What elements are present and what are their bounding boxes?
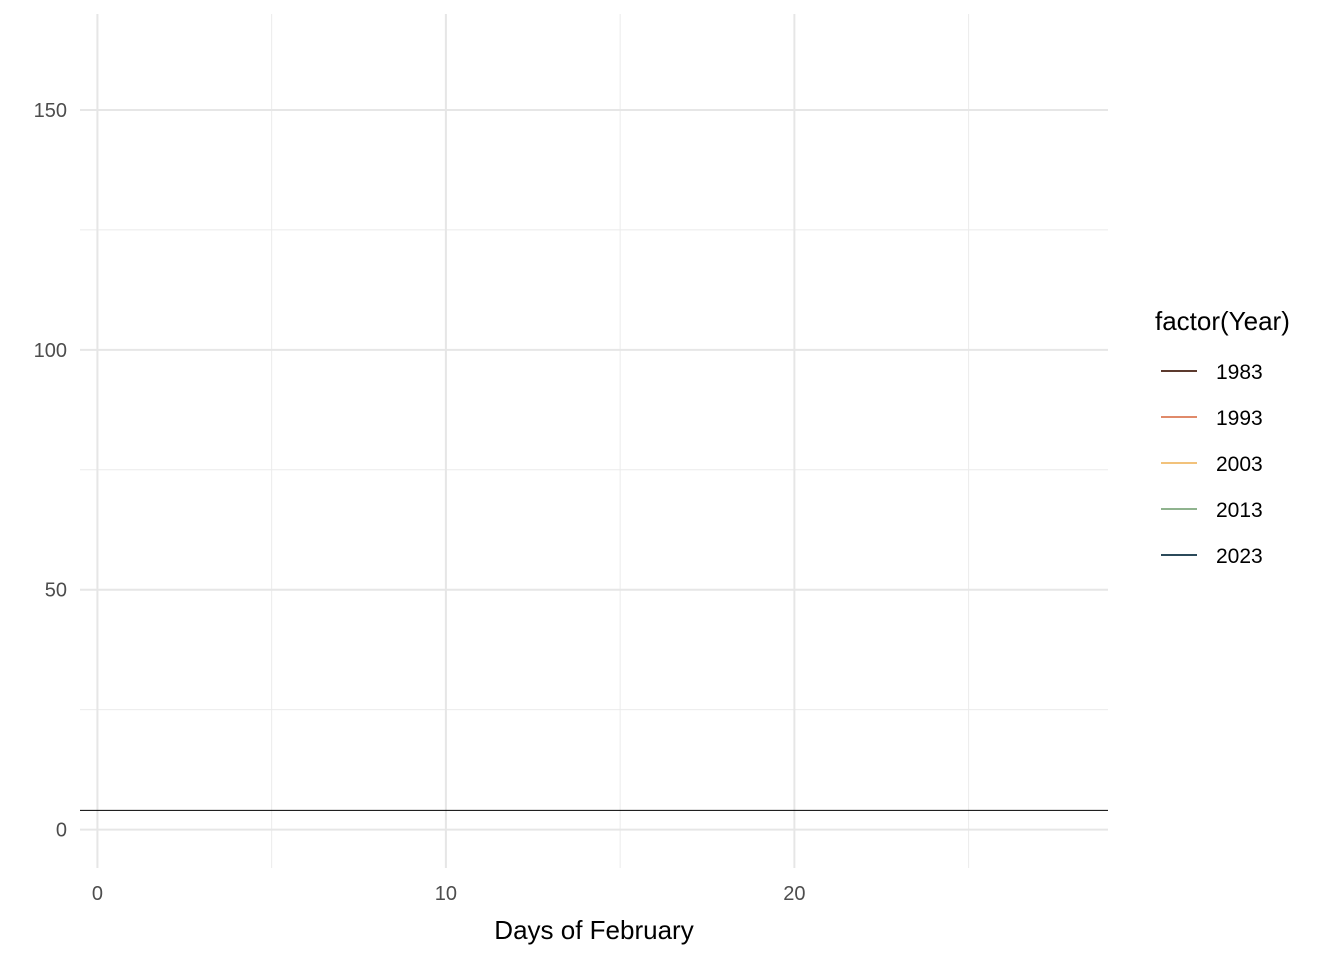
legend-items: 1983 1993 2003 2013 2023 [1161,361,1263,568]
legend-label-2003: 2003 [1216,453,1263,476]
y-tick-label: 100 [34,340,67,362]
legend-label-2023: 2023 [1216,545,1263,568]
x-axis-title: Days of February [494,915,693,945]
legend-label-1983: 1983 [1216,361,1263,384]
x-tick-label: 10 [435,883,457,905]
major-gridlines [80,14,1108,868]
y-axis-tick-labels: 0 50 100 150 [34,100,67,842]
legend: factor(Year) 1983 1993 2003 2013 2023 [1155,306,1290,568]
y-tick-label: 50 [45,580,67,602]
x-tick-label: 20 [783,883,805,905]
legend-title: factor(Year) [1155,306,1290,336]
legend-label-2013: 2013 [1216,499,1263,522]
minor-gridlines [80,14,1108,868]
y-tick-label: 150 [34,100,67,122]
y-tick-label: 0 [56,820,67,842]
x-tick-label: 0 [92,883,103,905]
x-axis-tick-labels: 0 10 20 [92,883,806,905]
legend-label-1993: 1993 [1216,407,1263,430]
